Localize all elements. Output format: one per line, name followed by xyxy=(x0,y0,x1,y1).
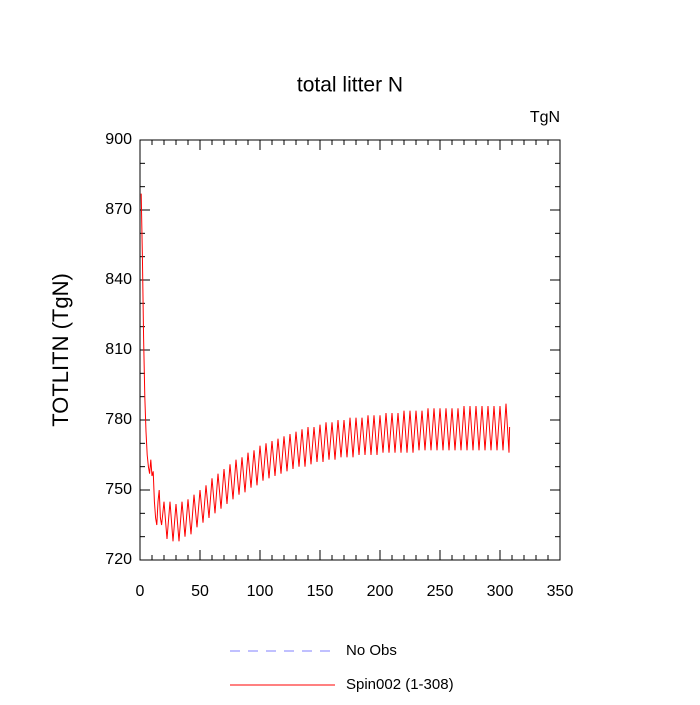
x-tick-label: 200 xyxy=(367,583,394,600)
units-label: TgN xyxy=(530,109,560,126)
y-tick-label: 810 xyxy=(105,341,132,358)
x-tick-label: 250 xyxy=(427,583,454,600)
data-line xyxy=(140,193,511,542)
x-tick-label: 300 xyxy=(487,583,514,600)
y-tick-label: 780 xyxy=(105,411,132,428)
x-tick-label: 150 xyxy=(307,583,334,600)
x-tick-label: 0 xyxy=(136,583,145,600)
x-tick-label: 100 xyxy=(247,583,274,600)
y-tick-label: 840 xyxy=(105,271,132,288)
chart-title: total litter N xyxy=(297,74,403,97)
y-tick-label: 750 xyxy=(105,481,132,498)
x-tick-label: 50 xyxy=(191,583,209,600)
y-axis-label: TOTLITN (TgN) xyxy=(48,273,73,427)
y-tick-label: 870 xyxy=(105,201,132,218)
y-tick-label: 900 xyxy=(105,131,132,148)
x-tick-label: 350 xyxy=(547,583,574,600)
y-tick-label: 720 xyxy=(105,551,132,568)
legend-label: Spin002 (1-308) xyxy=(346,676,454,693)
legend-label: No Obs xyxy=(346,642,397,659)
